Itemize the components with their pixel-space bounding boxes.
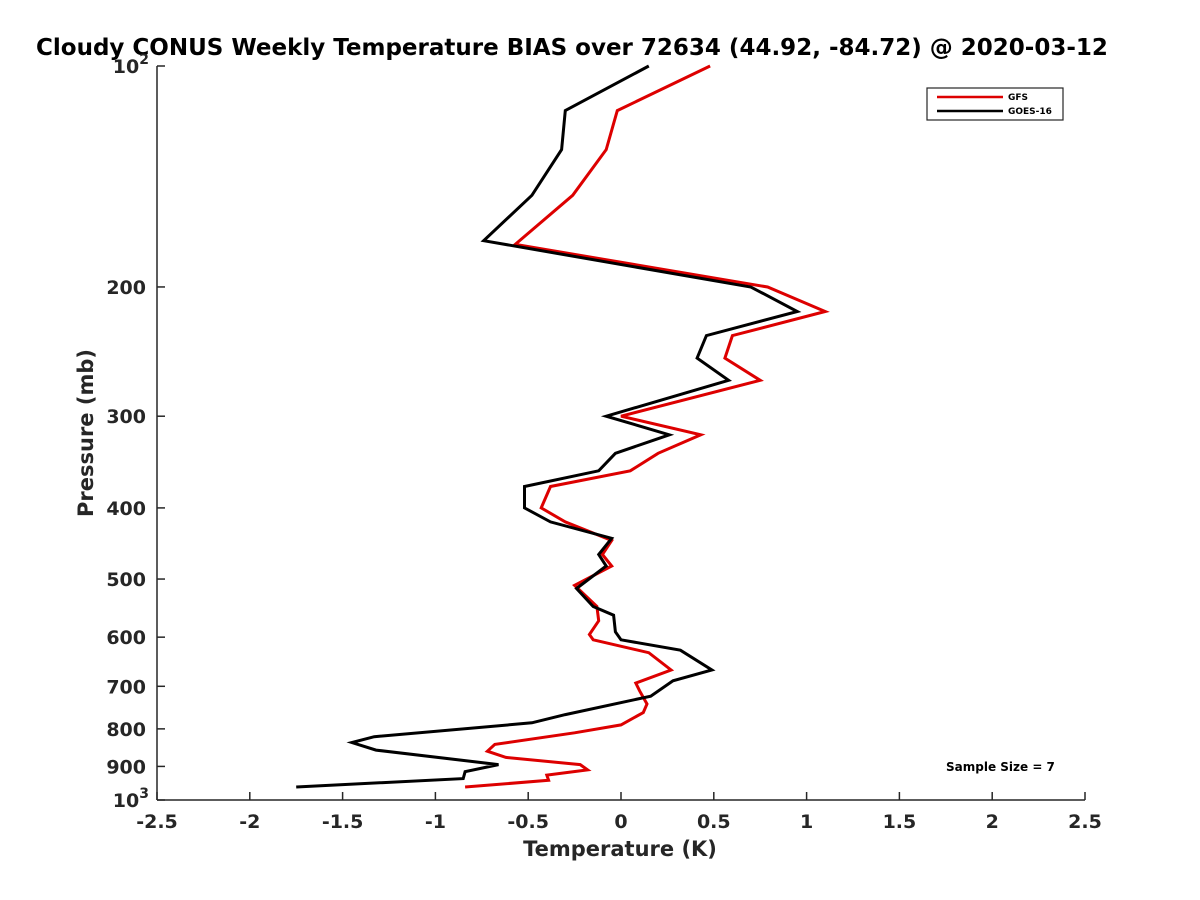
x-tick-label: 1.5 [883,811,917,833]
legend-label-gfs: GFS [1008,93,1028,103]
legend-box [926,87,1064,121]
series-line-goes16 [296,64,802,789]
x-tick-label: -0.5 [507,811,549,833]
x-tick-label: -1.5 [322,811,364,833]
y-tick-label: 700 [106,676,146,698]
x-tick-label: -2.5 [136,811,178,833]
sample-size-annotation: Sample Size = 7 [946,760,1055,774]
series-line-gfs [464,64,830,789]
x-tick-label: 2.5 [1068,811,1102,833]
y-tick-label: 400 [106,498,146,520]
y-ticks: 102 200 300 400 500 600 700 800 900 103 [106,52,165,812]
y-tick-label: 102 [113,52,149,78]
y-tick-label: 103 [113,786,149,812]
y-tick-label: 600 [106,627,146,649]
y-axis-label: Pressure (mb) [74,349,98,517]
y-tick-label: 500 [106,569,146,591]
x-tick-label: -2 [239,811,260,833]
axes [156,66,1085,801]
x-axis-label: Temperature (K) [523,837,717,861]
y-tick-label: 200 [106,277,146,299]
x-tick-label: -1 [425,811,446,833]
legend-label-goes16: GOES-16 [1008,107,1052,117]
series-layer [296,64,830,789]
x-tick-label: 2 [986,811,999,833]
x-ticks: -2.5 -2 -1.5 -1 -0.5 0 0.5 1 1.5 2 2.5 [136,792,1102,833]
x-tick-label: 1 [800,811,813,833]
y-tick-label: 800 [106,719,146,741]
x-tick-label: 0.5 [697,811,731,833]
y-tick-label: 900 [106,756,146,778]
legend: GFS GOES-16 [926,87,1064,121]
chart-title: Cloudy CONUS Weekly Temperature BIAS ove… [36,35,1108,61]
y-tick-label: 300 [106,406,146,428]
x-tick-label: 0 [614,811,627,833]
